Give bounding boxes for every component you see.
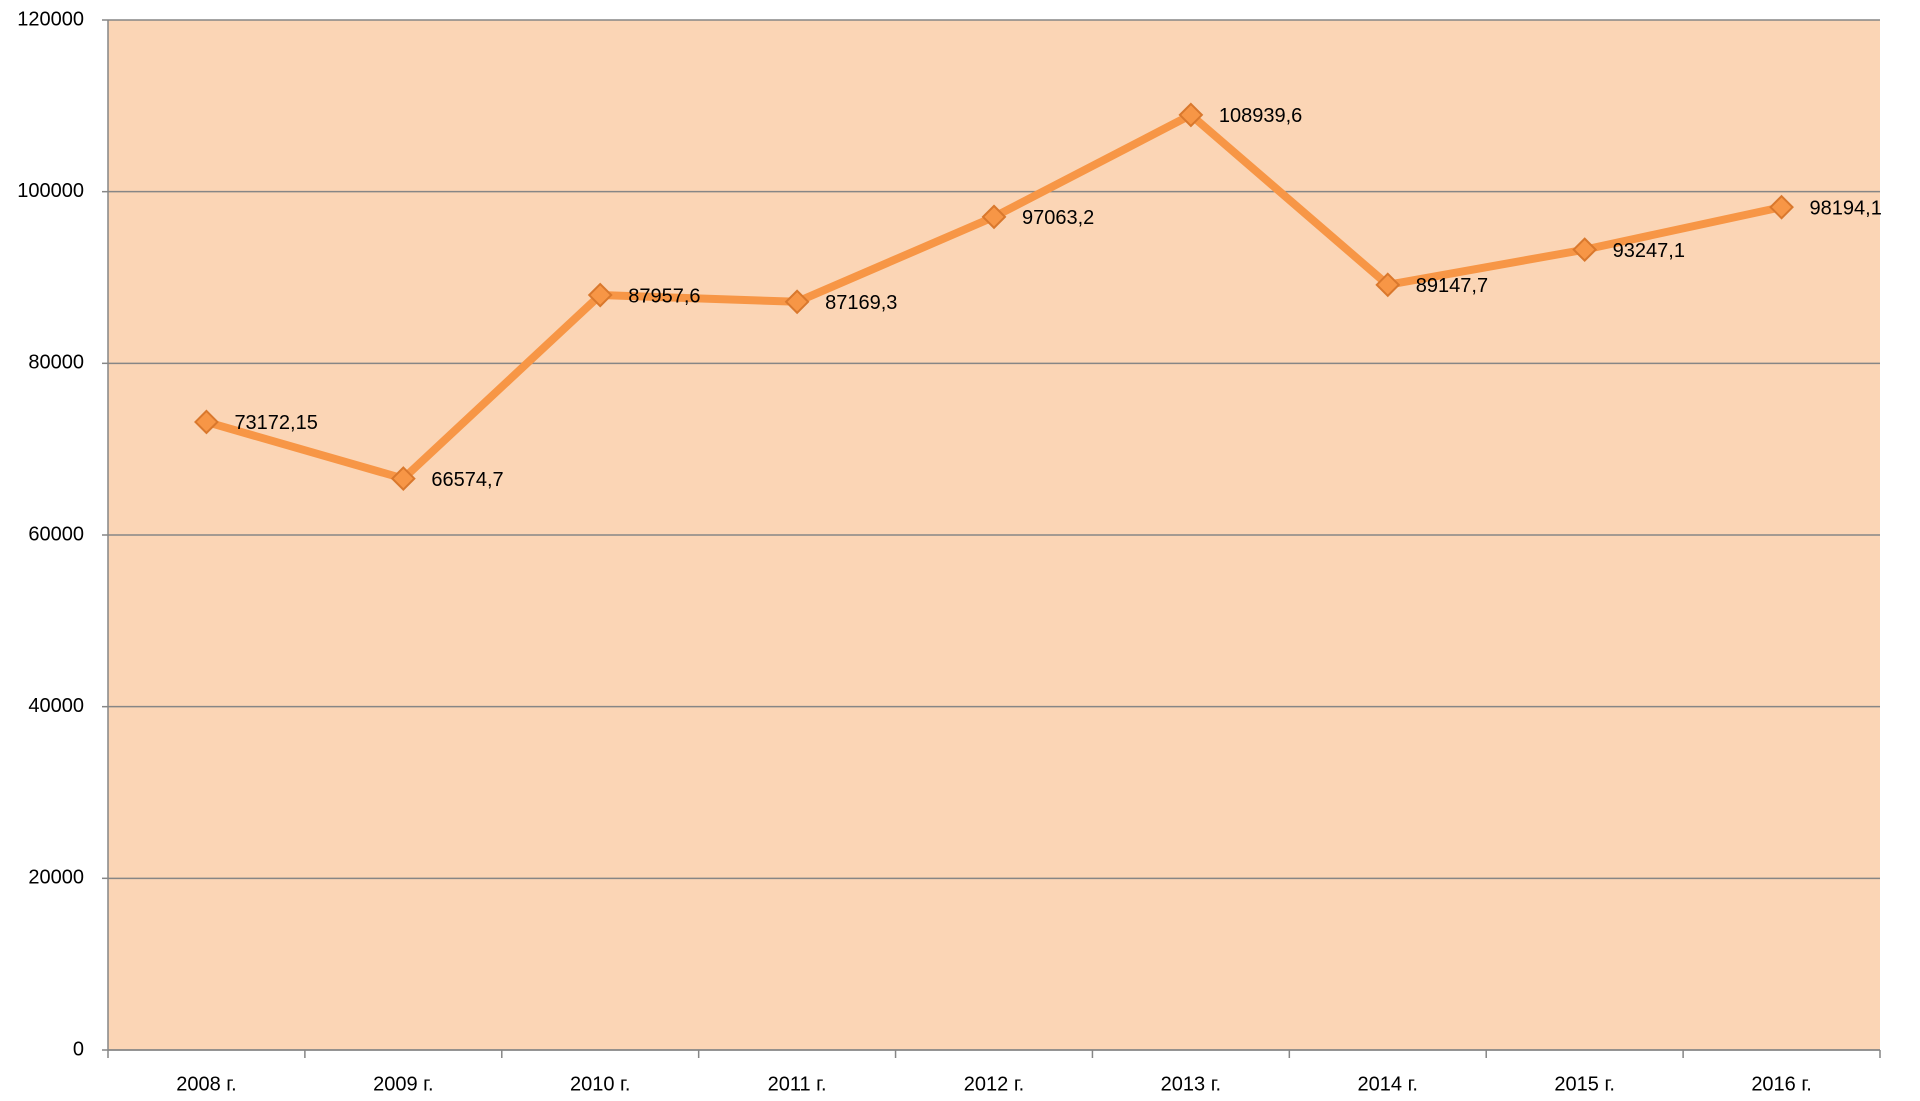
y-tick-label: 100000 <box>17 180 84 202</box>
data-label: 97063,2 <box>1022 207 1094 229</box>
y-tick-label: 40000 <box>28 695 84 717</box>
y-tick-label: 60000 <box>28 523 84 545</box>
data-label: 66574,7 <box>431 469 503 491</box>
x-tick-label: 2009 г. <box>373 1073 433 1095</box>
y-tick-label: 0 <box>73 1038 84 1060</box>
marker <box>194 409 219 435</box>
x-tick-label: 2014 г. <box>1358 1073 1418 1095</box>
x-tick-label: 2008 г. <box>176 1073 236 1095</box>
marker <box>587 282 613 308</box>
marker <box>1572 237 1598 263</box>
data-label: 98194,1 <box>1810 197 1882 219</box>
data-label: 89147,7 <box>1416 275 1488 297</box>
marker <box>981 204 1007 230</box>
data-label: 73172,15 <box>234 412 317 434</box>
x-tick-label: 2013 г. <box>1161 1073 1221 1095</box>
data-label: 87957,6 <box>628 285 700 307</box>
x-tick-label: 2016 г. <box>1751 1073 1811 1095</box>
marker <box>784 289 810 315</box>
y-tick-label: 120000 <box>17 8 84 30</box>
x-tick-label: 2015 г. <box>1554 1073 1614 1095</box>
data-label: 87169,3 <box>825 292 897 314</box>
x-tick-label: 2011 г. <box>768 1073 827 1095</box>
x-tick-label: 2012 г. <box>964 1073 1024 1095</box>
data-label: 108939,6 <box>1219 105 1302 127</box>
x-tick-label: 2010 г. <box>570 1073 630 1095</box>
marker <box>1375 272 1401 298</box>
y-tick-label: 80000 <box>28 352 84 374</box>
y-tick-label: 20000 <box>28 867 84 889</box>
marker <box>1178 102 1204 128</box>
marker <box>1769 194 1794 220</box>
data-label: 93247,1 <box>1613 240 1685 262</box>
marker <box>390 466 416 491</box>
